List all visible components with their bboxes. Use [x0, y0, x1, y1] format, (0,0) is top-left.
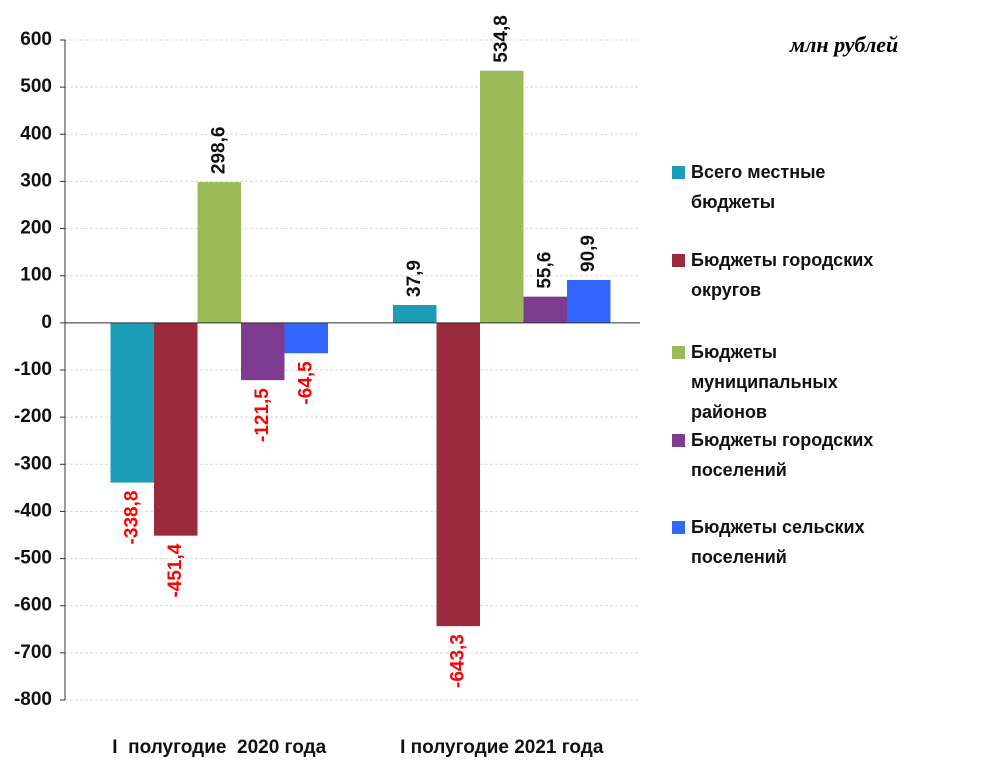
x-tick-label: I полугодие 2020 года: [112, 737, 326, 758]
legend-swatch: [672, 521, 685, 534]
y-tick-label: -300: [14, 453, 52, 474]
y-tick-label: 500: [20, 76, 52, 97]
y-tick-label: -700: [14, 642, 52, 663]
bar: [436, 322, 480, 627]
data-label: 534,8: [491, 15, 512, 63]
data-label: -121,5: [252, 388, 273, 442]
legend-label: Всего местные бюджеты: [691, 162, 826, 212]
y-tick-label: -600: [14, 595, 52, 616]
legend-label: Бюджеты городских округов: [691, 250, 874, 300]
data-label: 298,6: [208, 127, 229, 175]
bar: [567, 280, 611, 323]
legend-item: Бюджеты сельских поселений: [672, 512, 912, 572]
data-label: -451,4: [165, 543, 186, 597]
legend-item: Бюджеты городских поселений: [672, 425, 912, 485]
bar: [480, 70, 524, 323]
legend-swatch: [672, 254, 685, 267]
y-tick-label: -100: [14, 359, 52, 380]
data-label: -64,5: [295, 361, 316, 405]
data-label: 90,9: [578, 235, 599, 272]
bar: [523, 296, 567, 323]
y-tick-label: 600: [20, 29, 52, 50]
legend-swatch: [672, 166, 685, 179]
data-label: 55,6: [534, 252, 555, 289]
data-label: 37,9: [404, 260, 425, 297]
bar: [393, 304, 437, 323]
legend-label: Бюджеты городских поселений: [691, 430, 874, 480]
legend-swatch: [672, 346, 685, 359]
bar: [110, 322, 154, 483]
bar: [241, 322, 285, 381]
legend-item: Бюджеты муниципальных районов: [672, 337, 912, 427]
y-tick-label: 0: [41, 312, 52, 333]
x-tick-label: I полугодие 2021 года: [400, 737, 604, 758]
unit-label: млн рублей: [790, 32, 899, 57]
legend-label: Бюджеты сельских поселений: [691, 517, 865, 567]
data-label: -338,8: [121, 491, 142, 545]
legend-item: Всего местные бюджеты: [672, 157, 912, 217]
bar: [197, 182, 241, 323]
y-tick-label: 400: [20, 123, 52, 144]
legend-swatch: [672, 434, 685, 447]
y-tick-label: -800: [14, 689, 52, 710]
bar: [154, 322, 198, 536]
y-tick-label: -400: [14, 500, 52, 521]
legend-label: Бюджеты муниципальных районов: [691, 342, 838, 422]
legend-item: Бюджеты городских округов: [672, 245, 912, 305]
bar: [284, 322, 328, 354]
y-tick-label: -500: [14, 548, 52, 569]
y-tick-label: 300: [20, 170, 52, 191]
y-tick-label: -200: [14, 406, 52, 427]
data-label: -643,3: [447, 634, 468, 688]
y-tick-label: 100: [20, 265, 52, 286]
y-tick-label: 200: [20, 218, 52, 239]
